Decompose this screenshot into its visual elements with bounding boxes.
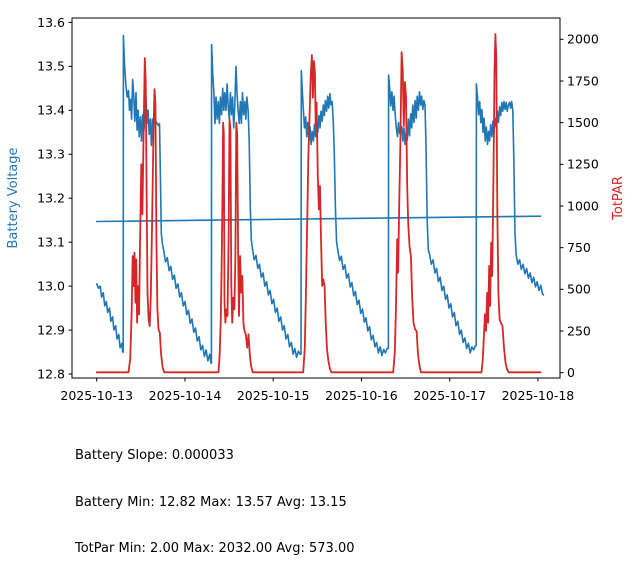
right-axis-tick-label: 1500 bbox=[567, 115, 599, 130]
right-axis-tick-label: 500 bbox=[567, 282, 591, 297]
left-axis-tick-label: 13.1 bbox=[37, 235, 65, 250]
left-axis-tick-label: 12.9 bbox=[37, 322, 65, 337]
x-axis-tick-label: 2025-10-18 bbox=[502, 388, 575, 403]
figure: 12.8 12.9 13.0 13.1 13.2 13.3 13.4 13.5 13.6 0 250… bbox=[6, 14, 626, 556]
totpar-line bbox=[95, 33, 542, 374]
x-axis-tick-label: 2025-10-16 bbox=[325, 388, 398, 403]
right-axis-title: TotPAR bbox=[611, 176, 626, 221]
right-axis-tick-label: 1000 bbox=[567, 198, 599, 213]
right-axis-tick-label: 0 bbox=[567, 365, 575, 380]
left-axis-tick-label: 13.5 bbox=[37, 59, 65, 74]
annotation-battery-slope: Battery Slope: 0.000033 bbox=[75, 448, 234, 463]
x-axis-tick-label: 2025-10-15 bbox=[237, 388, 310, 403]
series-group bbox=[95, 33, 545, 374]
x-axis-tick-label: 2025-10-14 bbox=[149, 388, 222, 403]
annotation-battery-stats: Battery Min: 12.82 Max: 13.57 Avg: 13.15 bbox=[75, 494, 347, 510]
annotation-totpar-stats: TotPar Min: 2.00 Max: 2032.00 Avg: 573.0… bbox=[75, 541, 355, 556]
left-axis-tick-label: 13.2 bbox=[37, 191, 65, 206]
chart-canvas: 12.8 12.9 13.0 13.1 13.2 13.3 13.4 13.5 13.6 0 250… bbox=[6, 15, 626, 403]
left-axis-title: Battery Voltage bbox=[6, 147, 21, 248]
left-axis-tick-label: 12.8 bbox=[37, 366, 65, 381]
right-axis-tick-label: 1250 bbox=[567, 157, 599, 172]
stats-annotations: Battery Slope: 0.000033 Battery Min: 12.… bbox=[75, 417, 355, 588]
left-axis-tick-label: 13.0 bbox=[37, 279, 65, 294]
right-axis-tick-label: 750 bbox=[567, 240, 591, 255]
left-axis-tick-label: 13.6 bbox=[37, 15, 65, 30]
x-axis-tick-label: 2025-10-17 bbox=[413, 388, 486, 403]
x-axis-tick-label: 2025-10-13 bbox=[60, 388, 133, 403]
left-axis-tick-label: 13.3 bbox=[37, 147, 65, 162]
left-axis-tick-label: 13.4 bbox=[37, 103, 65, 118]
right-axis-tick-label: 2000 bbox=[567, 32, 599, 47]
right-axis-tick-label: 1750 bbox=[567, 73, 599, 88]
battery_trend-line bbox=[95, 215, 542, 223]
right-axis-tick-label: 250 bbox=[567, 323, 591, 338]
